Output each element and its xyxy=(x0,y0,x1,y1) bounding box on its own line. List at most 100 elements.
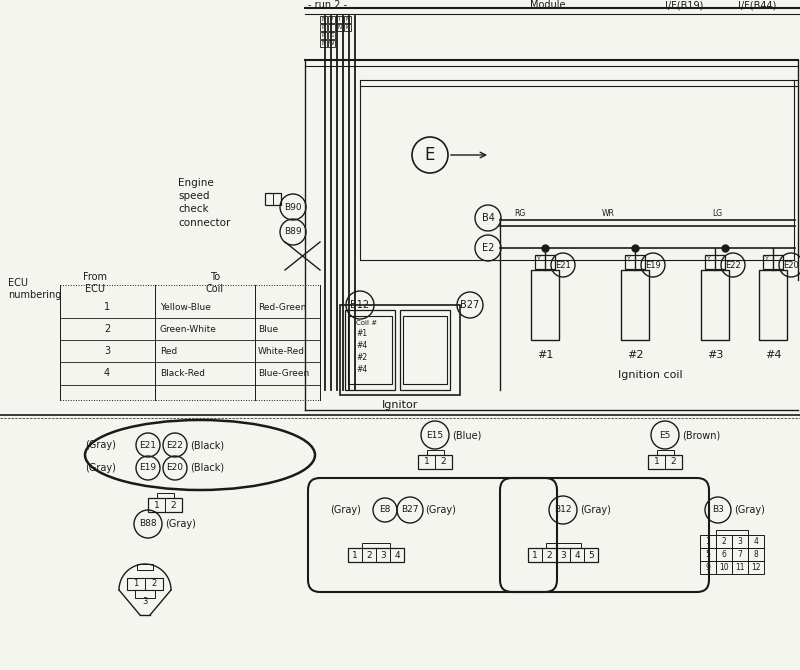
Text: 1: 1 xyxy=(706,537,710,546)
Bar xyxy=(328,24,335,31)
Text: P: P xyxy=(322,25,325,30)
Text: 2: 2 xyxy=(366,551,372,559)
Bar xyxy=(426,450,443,455)
Text: I/F(B44): I/F(B44) xyxy=(738,0,776,10)
Text: 5: 5 xyxy=(588,551,594,559)
Text: 3: 3 xyxy=(104,346,110,356)
Text: (Gray): (Gray) xyxy=(425,505,456,515)
Text: (Gray): (Gray) xyxy=(580,505,611,515)
Bar xyxy=(157,493,174,498)
Text: E15: E15 xyxy=(426,431,443,440)
Text: LG: LG xyxy=(712,208,722,218)
Text: E20: E20 xyxy=(166,464,183,472)
Text: E22: E22 xyxy=(725,261,741,269)
Bar xyxy=(546,543,581,548)
Text: E5: E5 xyxy=(659,431,670,440)
Bar xyxy=(732,535,748,548)
Text: N: N xyxy=(338,25,342,30)
Text: 9: 9 xyxy=(706,563,710,572)
Bar xyxy=(716,548,732,561)
Text: #2: #2 xyxy=(626,350,643,360)
Text: 2: 2 xyxy=(670,458,676,466)
Text: Green-White: Green-White xyxy=(160,324,217,334)
Bar xyxy=(328,32,335,39)
Text: E20: E20 xyxy=(783,261,799,269)
Text: ECU
numbering: ECU numbering xyxy=(8,278,62,300)
Text: - run 2 -: - run 2 - xyxy=(308,0,347,10)
Bar xyxy=(748,535,764,548)
Bar xyxy=(701,270,729,340)
Text: 6: 6 xyxy=(722,550,726,559)
Text: B90: B90 xyxy=(284,202,302,212)
Bar xyxy=(320,24,327,31)
Text: #2: #2 xyxy=(356,352,367,362)
Bar xyxy=(648,455,682,469)
Bar xyxy=(716,561,732,574)
Bar xyxy=(345,310,395,390)
Text: E2: E2 xyxy=(482,243,494,253)
Text: Y: Y xyxy=(765,255,769,261)
Text: 4: 4 xyxy=(104,369,110,379)
Bar xyxy=(400,310,450,390)
Text: #1: #1 xyxy=(537,350,553,360)
Text: 1: 1 xyxy=(532,551,538,559)
Bar xyxy=(148,498,182,512)
Bar xyxy=(705,255,725,269)
Bar xyxy=(700,561,716,574)
Text: E: E xyxy=(425,146,435,164)
Text: To
Coil: To Coil xyxy=(206,272,224,293)
Text: 2: 2 xyxy=(546,551,552,559)
Text: I: I xyxy=(338,17,340,22)
Bar xyxy=(763,255,783,269)
Text: Y: Y xyxy=(537,255,541,261)
Text: From
ECU: From ECU xyxy=(83,272,107,293)
Text: #3: #3 xyxy=(707,350,723,360)
Text: 10: 10 xyxy=(719,563,729,572)
Text: 2: 2 xyxy=(170,500,176,509)
Text: 4: 4 xyxy=(754,537,758,546)
Text: 2: 2 xyxy=(722,537,726,546)
Bar xyxy=(657,450,674,455)
Text: 12: 12 xyxy=(751,563,761,572)
Bar xyxy=(362,543,390,548)
Text: 1: 1 xyxy=(104,302,110,312)
Bar xyxy=(348,316,392,384)
Text: B12: B12 xyxy=(554,505,572,515)
Text: 3: 3 xyxy=(560,551,566,559)
Text: 1: 1 xyxy=(134,580,138,588)
Bar xyxy=(348,548,404,562)
Text: 4: 4 xyxy=(574,551,580,559)
Text: RG: RG xyxy=(514,208,526,218)
Text: Blue-Green: Blue-Green xyxy=(258,369,310,378)
Bar xyxy=(340,305,460,395)
Text: (Gray): (Gray) xyxy=(85,440,116,450)
Bar xyxy=(328,40,335,47)
Bar xyxy=(700,535,716,548)
Text: 2: 2 xyxy=(104,324,110,334)
Bar xyxy=(716,530,748,535)
Text: 3: 3 xyxy=(738,537,742,546)
Text: Ignition coil: Ignition coil xyxy=(618,370,682,380)
Text: 3: 3 xyxy=(142,598,148,606)
Text: W: W xyxy=(329,41,334,46)
Bar xyxy=(320,16,327,23)
Text: (Black): (Black) xyxy=(190,463,224,473)
Bar xyxy=(127,578,163,590)
Text: P: P xyxy=(330,17,333,22)
Bar xyxy=(336,24,343,31)
Text: E21: E21 xyxy=(555,261,571,269)
Text: Engine
speed
check
connector: Engine speed check connector xyxy=(178,178,230,228)
Bar xyxy=(328,16,335,23)
Text: Black-Red: Black-Red xyxy=(160,369,205,378)
Bar xyxy=(320,40,327,47)
Text: (Brown): (Brown) xyxy=(682,430,720,440)
Text: Coil #: Coil # xyxy=(356,320,377,326)
Text: 11: 11 xyxy=(735,563,745,572)
Text: Yellow-Blue: Yellow-Blue xyxy=(160,302,211,312)
Bar xyxy=(135,590,155,598)
Text: E22: E22 xyxy=(166,440,183,450)
Text: (Gray): (Gray) xyxy=(330,505,361,515)
Text: I: I xyxy=(330,25,332,30)
Text: B3: B3 xyxy=(712,505,724,515)
Text: (Blue): (Blue) xyxy=(452,430,482,440)
